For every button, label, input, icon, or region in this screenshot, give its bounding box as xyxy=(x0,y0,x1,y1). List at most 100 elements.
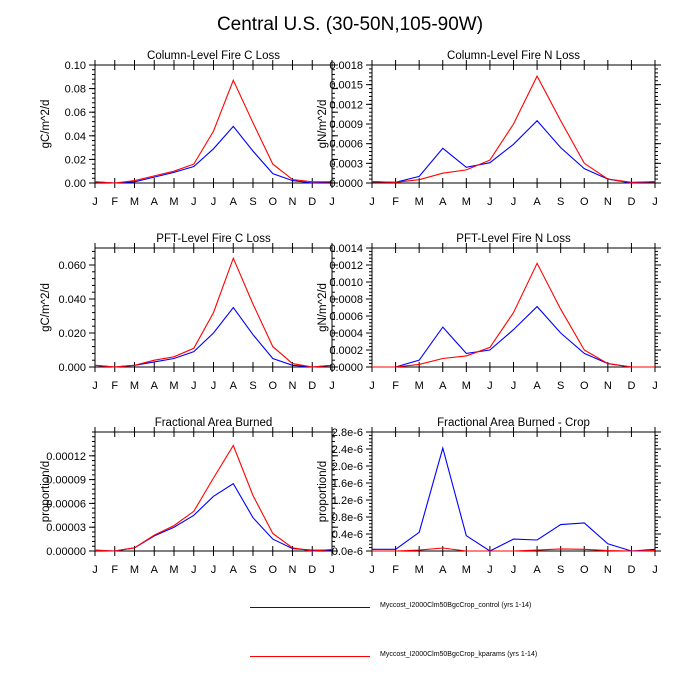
y-axis-label: gN/m^2/d xyxy=(317,283,329,332)
x-tick-label: M xyxy=(462,380,471,392)
x-tick-label: S xyxy=(557,196,564,208)
y-tick-label: 0.00003 xyxy=(46,522,86,534)
y-tick-label: 1.6e-6 xyxy=(332,478,363,490)
x-tick-label: O xyxy=(268,196,277,208)
x-tick-label: D xyxy=(627,564,635,576)
x-tick-label: M xyxy=(415,564,424,576)
y-tick-label: 0.00009 xyxy=(46,475,86,487)
legend-label-control: Myccost_I2000Clm50BgcCrop_control (yrs 1… xyxy=(380,602,532,609)
y-tick-label: 0.08 xyxy=(65,84,86,96)
x-tick-label: J xyxy=(191,196,197,208)
x-tick-label: O xyxy=(268,564,277,576)
x-tick-label: S xyxy=(557,380,564,392)
y-tick-label: 0.00000 xyxy=(46,546,86,558)
series-line-kparams xyxy=(372,547,656,552)
y-tick-label: 0.0000 xyxy=(329,362,363,374)
x-tick-label: A xyxy=(151,380,159,392)
x-tick-label: J xyxy=(487,196,493,208)
y-tick-label: 0.0e-6 xyxy=(332,546,363,558)
x-tick-label: J xyxy=(329,196,335,208)
y-axis-label: gC/m^2/d xyxy=(40,100,52,149)
main-title: Central U.S. (30-50N,105-90W) xyxy=(216,14,484,35)
x-tick-label: S xyxy=(249,196,256,208)
y-tick-label: 0.0009 xyxy=(329,119,363,131)
legend-item-kparams: Myccost_I2000Clm50BgcCrop_kparams (yrs 1… xyxy=(250,651,670,663)
y-tick-label: 2.4e-6 xyxy=(332,444,363,456)
y-axis-label: gN/m^2/d xyxy=(317,100,329,149)
panel-2: Column-Level Fire N Loss gN/m^2/d J F M A M J J A… xyxy=(317,50,661,208)
x-tick-label: J xyxy=(191,564,197,576)
x-tick-label: A xyxy=(533,196,541,208)
x-tick-label: O xyxy=(580,380,589,392)
x-tick-label: M xyxy=(130,196,139,208)
y-tick-label: 0.06 xyxy=(65,107,86,119)
y-tick-label: 0.0012 xyxy=(329,99,363,111)
panel-title: Fractional Area Burned - Crop xyxy=(437,417,590,429)
x-tick-label: N xyxy=(604,196,612,208)
x-tick-label: A xyxy=(151,564,159,576)
x-tick-label: J xyxy=(211,564,217,576)
x-tick-label: F xyxy=(392,564,399,576)
x-tick-label: N xyxy=(289,196,297,208)
y-tick-label: 0.00 xyxy=(65,178,86,190)
x-tick-label: S xyxy=(249,564,256,576)
x-tick-label: D xyxy=(308,196,316,208)
x-tick-label: N xyxy=(604,380,612,392)
y-tick-label: 2.0e-6 xyxy=(332,461,363,473)
x-tick-label: F xyxy=(111,196,118,208)
x-tick-label: D xyxy=(627,196,635,208)
x-tick-label: J xyxy=(487,380,493,392)
x-tick-label: J xyxy=(211,196,217,208)
x-tick-label: M xyxy=(169,380,178,392)
x-tick-label: M xyxy=(415,380,424,392)
x-tick-label: O xyxy=(268,380,277,392)
x-tick-label: J xyxy=(191,380,197,392)
x-tick-label: N xyxy=(289,380,297,392)
x-tick-label: J xyxy=(329,564,335,576)
x-tick-label: S xyxy=(249,380,256,392)
x-tick-label: A xyxy=(533,564,541,576)
series-line-control xyxy=(372,446,656,552)
x-tick-label: J xyxy=(369,564,375,576)
y-tick-label: 0.0018 xyxy=(329,60,363,72)
x-tick-label: D xyxy=(627,380,635,392)
y-tick-label: 0.0010 xyxy=(329,277,363,289)
y-tick-label: 0.0012 xyxy=(329,260,363,272)
series-line-control xyxy=(94,125,333,184)
series-line-kparams xyxy=(94,444,333,552)
x-tick-label: J xyxy=(92,564,98,576)
x-tick-label: O xyxy=(580,564,589,576)
x-tick-label: F xyxy=(392,196,399,208)
panel-title: PFT-Level Fire N Loss xyxy=(456,233,571,245)
panel-6: Fractional Area Burned - Crop proportion/… xyxy=(317,417,661,576)
plot-frame xyxy=(371,431,656,552)
series-line-control xyxy=(372,305,655,368)
x-tick-label: J xyxy=(211,380,217,392)
y-axis-label: proportion/d xyxy=(40,461,52,522)
x-tick-label: J xyxy=(511,196,517,208)
y-tick-label: 2.8e-6 xyxy=(332,427,363,439)
y-tick-label: 0.0003 xyxy=(329,158,363,170)
x-tick-label: M xyxy=(462,564,471,576)
plot-frame xyxy=(371,247,656,368)
x-tick-label: M xyxy=(169,196,178,208)
panel-title: Fractional Area Burned xyxy=(155,417,273,429)
legend-label-kparams: Myccost_I2000Clm50BgcCrop_kparams (yrs 1… xyxy=(380,651,538,658)
panel-title: Column-Level Fire N Loss xyxy=(447,50,580,62)
series-line-kparams xyxy=(94,78,332,184)
x-tick-label: D xyxy=(308,564,316,576)
x-tick-label: S xyxy=(557,564,564,576)
y-tick-label: 0.060 xyxy=(58,260,86,272)
series-line-control xyxy=(94,482,332,552)
x-tick-label: M xyxy=(415,196,424,208)
y-tick-label: 0.0004 xyxy=(329,328,363,340)
x-tick-label: J xyxy=(329,380,335,392)
x-tick-label: F xyxy=(111,564,118,576)
y-tick-label: 0.0015 xyxy=(329,80,363,92)
x-tick-label: F xyxy=(392,380,399,392)
x-tick-label: J xyxy=(487,564,493,576)
x-tick-label: J xyxy=(652,380,658,392)
